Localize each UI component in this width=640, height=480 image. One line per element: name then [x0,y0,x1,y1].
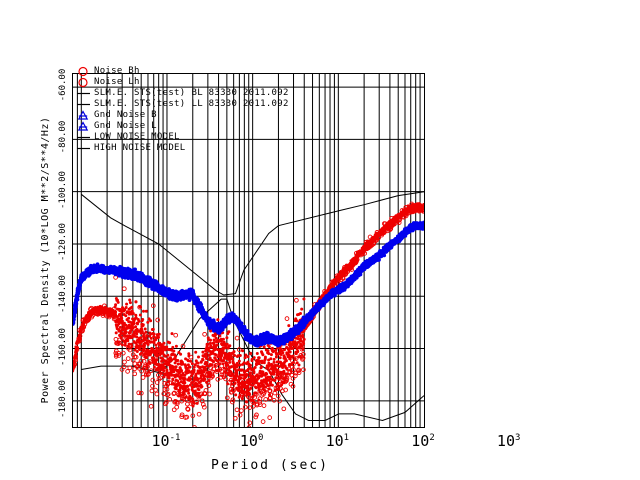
legend-label: Gnd Noise L [94,121,157,131]
legend-item: Noise Bh [76,66,289,77]
y-tick-label: -100.00 [58,170,68,209]
line-marker-icon [76,132,94,143]
line-marker-icon [76,99,94,110]
y-tick-label: -160.00 [58,327,68,366]
legend-station-info: BL 83330 2011.092 [191,88,289,98]
legend-label: LOW NOISE MODEL [94,132,180,142]
y-tick-label: -120.00 [58,222,68,261]
x-axis-label: Period (sec) [211,458,329,473]
legend-item: LOW NOISE MODEL [76,132,289,143]
legend-item: SLM.E. STS(test) BL 83330 2011.092 [76,88,289,99]
triangle-marker-icon [76,121,94,132]
triangle-marker-icon [76,110,94,121]
x-tick-label: 103 [496,432,521,450]
legend-label: Gnd Noise B [94,110,157,120]
y-tick-label: -80.00 [58,121,68,154]
legend-item: Gnd Noise B [76,110,289,121]
y-tick-label: -140.00 [58,275,68,314]
legend-item: HIGH NOISE MODEL [76,143,289,154]
legend-label: HIGH NOISE MODEL [94,143,186,153]
line-marker-icon [76,143,94,154]
plot-canvas [73,74,424,427]
legend: Noise Bh Noise Lh SLM.E. STS(test) BL 8333… [76,66,289,154]
y-tick-label: -180.00 [58,379,68,418]
circle-marker-icon [76,77,94,88]
legend-item: SLM.E. STS(test) LL 83330 2011.092 [76,99,289,110]
circle-marker-icon [76,66,94,77]
y-axis-label: Power Spectral Density (10*LOG M**2/S**4… [40,116,51,404]
legend-label: Noise Bh [94,66,140,76]
x-tick-label: 102 [411,432,435,450]
legend-item: Noise Lh [76,77,289,88]
x-tick-label: 10-1 [151,432,181,450]
legend-item: Gnd Noise L [76,121,289,132]
legend-station-info: LL 83330 2011.092 [191,99,289,109]
plot-area [72,73,425,428]
legend-label: SLM.E. STS(test) [94,88,186,98]
x-tick-label: 101 [325,432,350,450]
series-gnd-noise-b [73,220,424,348]
legend-label: Noise Lh [94,77,140,87]
legend-label: SLM.E. STS(test) [94,99,186,109]
x-tick-label: 100 [239,432,264,450]
line-marker-icon [76,88,94,99]
y-tick-label: -60.00 [58,68,68,102]
